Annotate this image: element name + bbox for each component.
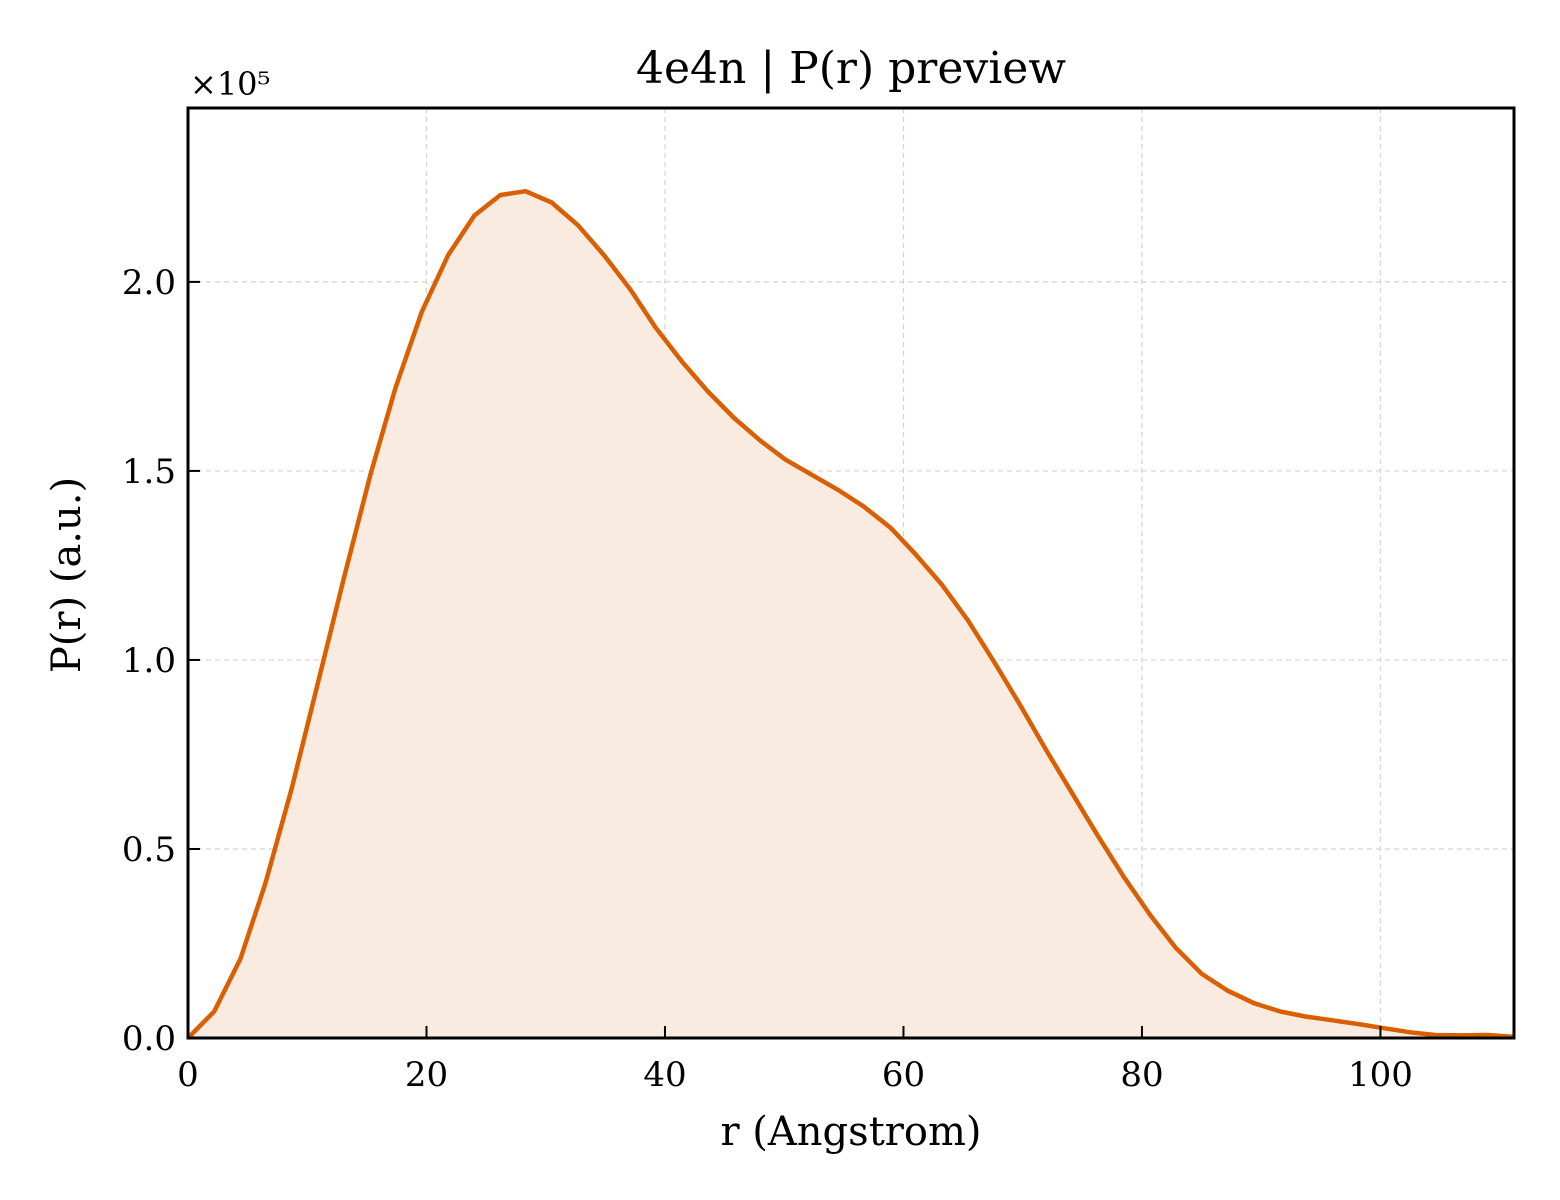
y-tick-label: 0.0 (122, 1019, 176, 1059)
y-tick-label: 1.5 (122, 452, 176, 492)
x-tick-label: 60 (882, 1055, 925, 1095)
pr-area-fill (188, 191, 1514, 1038)
plot-frame (186, 106, 1516, 1040)
pr-series-line (186, 188, 1515, 1040)
y-tick-label: 2.0 (122, 263, 176, 303)
x-tick-label: 20 (405, 1055, 448, 1095)
x-tick-label: 40 (643, 1055, 686, 1095)
y-tick-label: 1.0 (122, 641, 176, 681)
x-axis-ticks: 0 20 40 60 80 100 (177, 1026, 1413, 1095)
y-tick-label: 0.5 (122, 830, 176, 870)
y-axis-label: P(r) (a.u.) (44, 477, 90, 673)
x-tick-label: 80 (1120, 1055, 1163, 1095)
y-offset-label: ×10⁵ (190, 65, 270, 103)
y-axis-ticks: 0.0 0.5 1.0 1.5 2.0 (122, 263, 200, 1059)
chart-title: 4e4n | P(r) preview (636, 43, 1066, 94)
x-axis-label: r (Angstrom) (720, 1109, 981, 1155)
x-tick-label: 100 (1348, 1055, 1413, 1095)
x-tick-label: 0 (177, 1055, 199, 1095)
